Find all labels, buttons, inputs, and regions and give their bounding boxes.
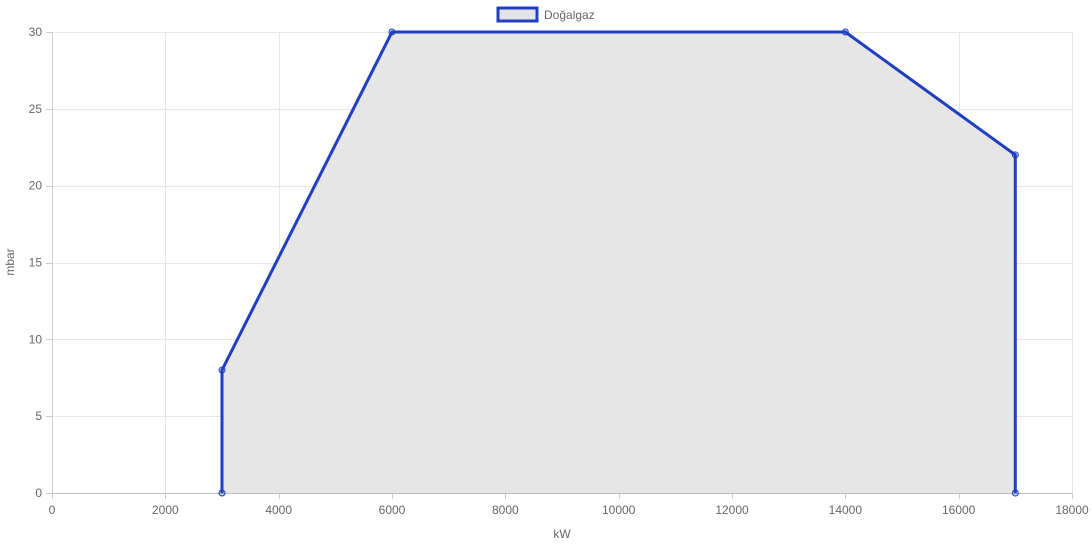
data-point — [1011, 151, 1019, 159]
x-tick-label: 12000 — [715, 503, 749, 517]
y-tick-label: 5 — [35, 409, 42, 423]
legend-label-dogalgaz[interactable]: Doğalgaz — [544, 8, 595, 22]
x-tick-label: 8000 — [492, 503, 519, 517]
x-tick-label: 18000 — [1055, 503, 1089, 517]
y-tick-label: 30 — [29, 25, 43, 39]
data-point — [218, 489, 226, 497]
y-tick-labels: 0 5 10 15 20 25 30 — [29, 25, 43, 500]
x-tick-label: 6000 — [379, 503, 406, 517]
series-line — [220, 30, 1017, 493]
y-tick-label: 15 — [29, 256, 43, 270]
y-tick-label: 10 — [29, 332, 43, 346]
data-point — [841, 28, 849, 36]
x-tick-label: 0 — [49, 503, 56, 517]
legend[interactable]: Doğalgaz — [496, 6, 595, 23]
y-tick-label: 20 — [29, 179, 43, 193]
y-axis-title: mbar — [3, 248, 17, 275]
legend-swatch[interactable] — [496, 6, 539, 23]
series-area-fill — [222, 32, 1016, 493]
data-point — [1011, 489, 1019, 497]
x-tick-label: 4000 — [265, 503, 292, 517]
y-tick-label: 25 — [29, 102, 43, 116]
x-tick-labels: 0 2000 4000 6000 8000 10000 12000 14000 16000 180… — [49, 503, 1089, 517]
data-point — [218, 366, 226, 374]
x-axis-title: kW — [553, 527, 571, 541]
x-tick-label: 10000 — [602, 503, 636, 517]
series-layer — [218, 28, 1019, 497]
y-tick-label: 0 — [35, 486, 42, 500]
x-tick-label: 2000 — [152, 503, 179, 517]
x-tick-label: 14000 — [829, 503, 863, 517]
x-tick-label: 16000 — [942, 503, 976, 517]
axes — [46, 32, 1073, 499]
data-point — [388, 28, 396, 36]
